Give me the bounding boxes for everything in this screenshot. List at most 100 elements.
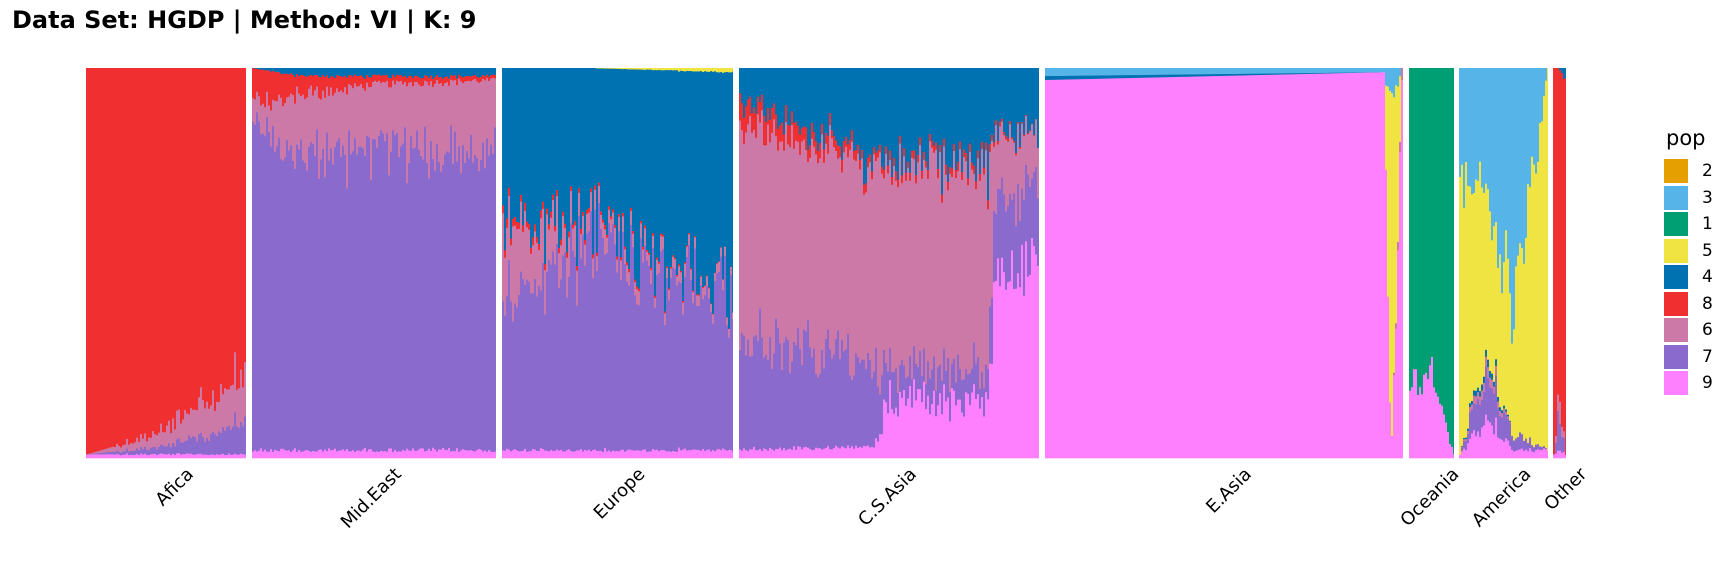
- bar-segment-pop-9: [334, 448, 337, 459]
- bar-segment-pop-9: [158, 453, 161, 459]
- bar-segment-pop-9: [881, 433, 884, 459]
- bar-segment-pop-9: [1057, 79, 1060, 459]
- bar-segment-pop-9: [771, 449, 774, 459]
- bar-segment-pop-7: [286, 139, 289, 451]
- bar-segment-pop-7: [1555, 442, 1558, 454]
- bar-segment-pop-6: [1401, 68, 1403, 80]
- bar-segment-pop-6: [288, 96, 291, 151]
- bar-segment-pop-8: [987, 200, 990, 210]
- bar-segment-pop-9: [1071, 79, 1074, 459]
- bar-segment-pop-9: [1521, 448, 1524, 459]
- bar-segment-pop-9: [712, 449, 715, 459]
- bar-segment-pop-3: [1263, 68, 1266, 74]
- bar-segment-pop-4: [424, 68, 427, 76]
- bar-segment-pop-8: [1021, 121, 1024, 124]
- bar-segment-pop-8: [322, 74, 325, 91]
- bar-segment-pop-7: [889, 347, 892, 381]
- bar-segment-pop-4: [654, 69, 657, 296]
- bar-segment-pop-7: [702, 298, 705, 450]
- bar-segment-pop-9: [803, 447, 806, 459]
- bar-segment-pop-6: [134, 442, 137, 451]
- bar-segment-pop-6: [332, 95, 335, 165]
- bar-segment-pop-8: [646, 249, 649, 252]
- legend-label: 5: [1702, 240, 1713, 261]
- bar-segment-pop-8: [951, 168, 954, 178]
- bar-segment-pop-7: [943, 348, 946, 385]
- bar-segment-pop-9: [959, 399, 962, 459]
- bar-segment-pop-9: [1489, 422, 1492, 459]
- bar-segment-pop-7: [188, 435, 191, 454]
- bar-segment-pop-9: [1319, 73, 1322, 459]
- bar-segment-pop-3: [1343, 68, 1346, 73]
- bar-segment-pop-8: [560, 239, 563, 246]
- bar-segment-pop-8: [941, 194, 944, 203]
- bar-segment-pop-6: [214, 410, 217, 435]
- bar-segment-pop-8: [426, 75, 429, 82]
- bar-segment-pop-1: [1439, 68, 1442, 404]
- bar-segment-pop-9: [708, 449, 711, 459]
- bar-segment-pop-9: [1343, 72, 1346, 459]
- bar-segment-pop-5: [630, 68, 633, 70]
- bar-segment-pop-6: [94, 451, 97, 454]
- bar-segment-pop-3: [1179, 68, 1182, 75]
- bar-segment-pop-8: [1025, 114, 1028, 117]
- bar-segment-pop-9: [1357, 72, 1360, 459]
- bar-segment-pop-3: [1095, 68, 1098, 76]
- bar-segment-pop-8: [220, 68, 223, 385]
- bar-segment-pop-1: [1453, 68, 1454, 455]
- bar-segment-pop-6: [1509, 421, 1512, 424]
- bar-segment-pop-8: [472, 75, 475, 80]
- bar-segment-pop-4: [710, 70, 713, 304]
- bar-segment-pop-4: [1281, 73, 1284, 75]
- bar-segment-pop-6: [1005, 139, 1008, 212]
- bar-segment-pop-6: [470, 80, 473, 135]
- bar-segment-pop-9: [662, 449, 665, 459]
- bar-segment-pop-6: [96, 451, 99, 454]
- bar-segment-pop-7: [777, 327, 780, 449]
- bar-segment-pop-8: [194, 68, 197, 410]
- bar-segment-pop-3: [1267, 68, 1270, 74]
- bar-segment-pop-9: [560, 449, 563, 459]
- bar-segment-pop-8: [138, 68, 141, 442]
- bar-segment-pop-9: [983, 416, 986, 459]
- bar-segment-pop-9: [128, 454, 131, 459]
- bar-segment-pop-6: [710, 303, 713, 312]
- bar-segment-pop-9: [198, 453, 201, 459]
- bar-segment-pop-8: [955, 169, 958, 179]
- bar-segment-pop-6: [642, 249, 645, 263]
- bar-segment-pop-7: [1001, 177, 1004, 258]
- bar-segment-pop-5: [610, 68, 613, 69]
- bar-segment-pop-9: [728, 449, 731, 459]
- bar-segment-pop-3: [1213, 68, 1216, 75]
- bar-segment-pop-8: [90, 68, 93, 454]
- bar-segment-pop-6: [963, 156, 966, 380]
- bar-segment-pop-6: [172, 418, 175, 444]
- bar-segment-pop-9: [1221, 75, 1224, 459]
- bar-segment-pop-4: [1477, 387, 1480, 393]
- bar-segment-pop-6: [1489, 377, 1492, 388]
- bar-segment-pop-7: [288, 150, 291, 451]
- bar-segment-pop-6: [1467, 430, 1470, 435]
- bar-segment-pop-9: [710, 451, 713, 459]
- bar-segment-pop-9: [1047, 79, 1050, 459]
- bar-segment-pop-7: [166, 445, 169, 455]
- bar-segment-pop-4: [648, 69, 651, 253]
- bar-segment-pop-6: [664, 313, 667, 325]
- bar-segment-pop-9: [1139, 77, 1142, 459]
- bar-segment-pop-9: [118, 454, 121, 459]
- bar-segment-pop-8: [172, 68, 175, 419]
- bar-segment-pop-7: [348, 130, 351, 452]
- bar-segment-pop-6: [272, 99, 275, 127]
- bar-segment-pop-4: [576, 68, 579, 266]
- bar-segment-pop-8: [919, 136, 922, 146]
- bar-segment-pop-9: [1267, 74, 1270, 459]
- bar-segment-pop-8: [382, 74, 385, 82]
- bar-segment-pop-9: [1387, 296, 1390, 459]
- bar-segment-pop-7: [1009, 193, 1012, 282]
- bar-segment-pop-6: [188, 414, 191, 436]
- bar-segment-pop-9: [366, 451, 369, 459]
- bar-segment-pop-8: [514, 216, 517, 226]
- bar-segment-pop-9: [684, 448, 687, 459]
- bar-segment-pop-4: [1347, 72, 1350, 74]
- bar-segment-pop-7: [831, 358, 834, 450]
